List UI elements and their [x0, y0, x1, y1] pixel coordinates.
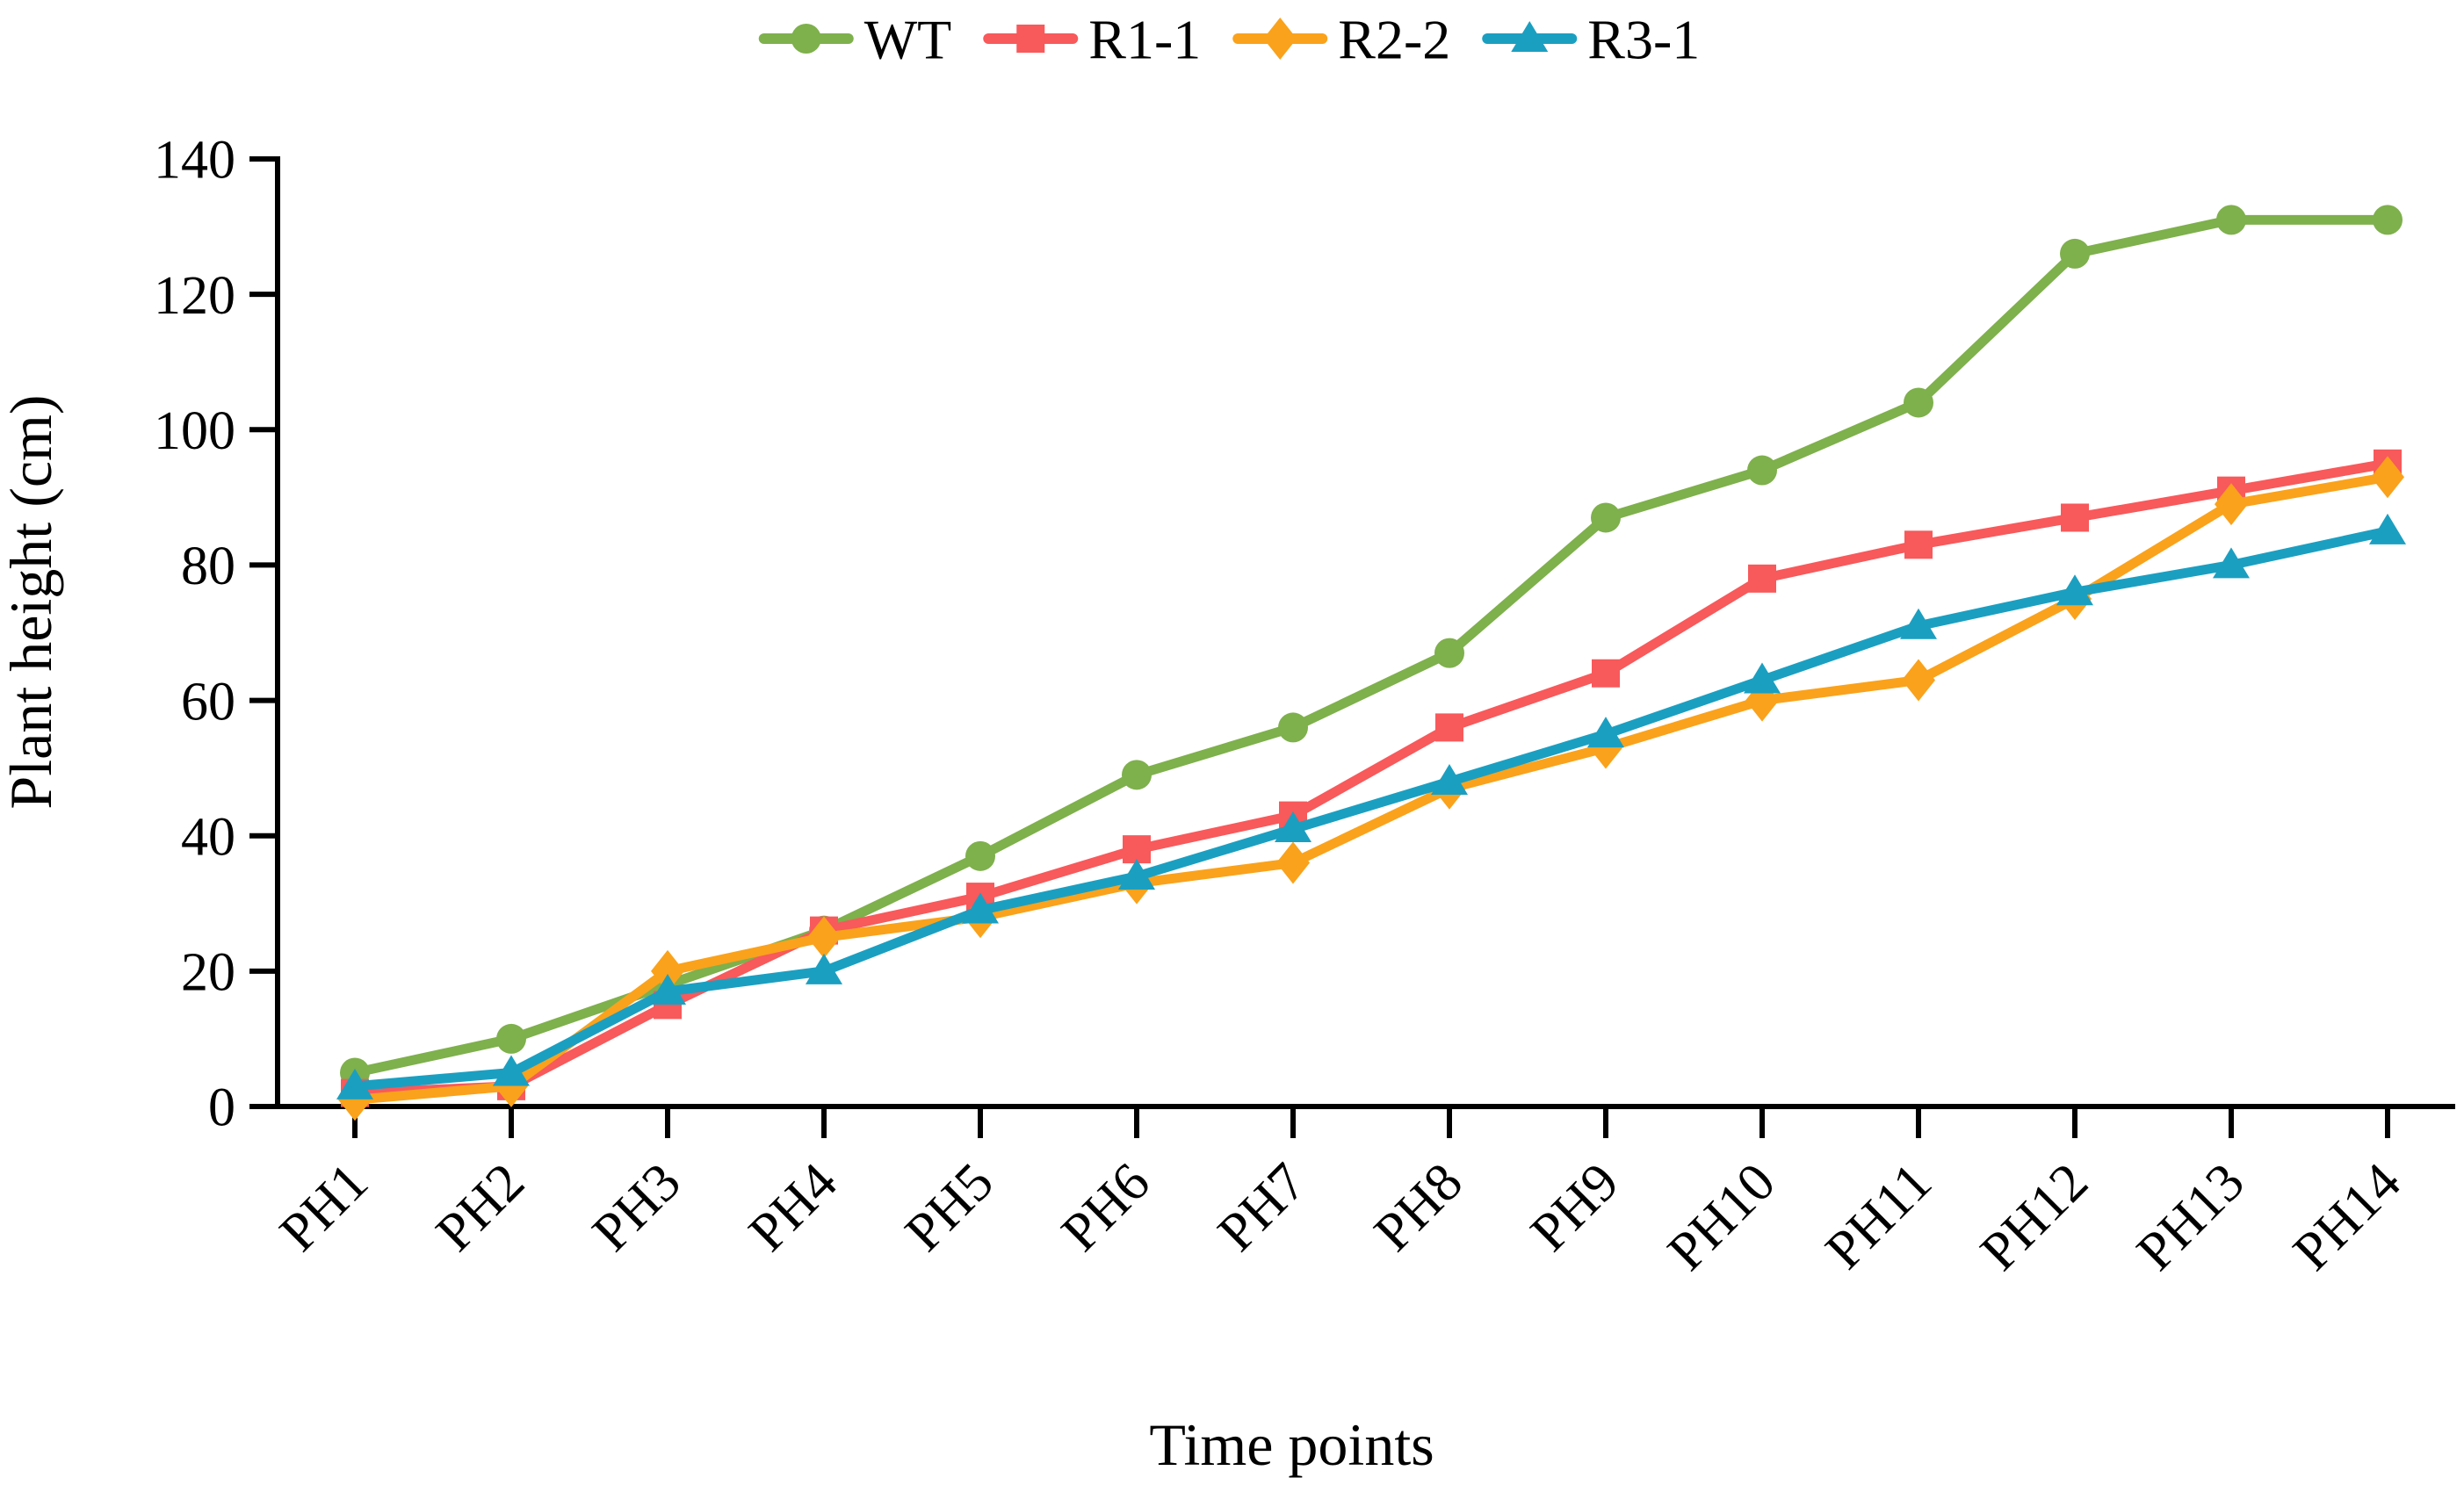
y-tick-label-20: 20	[181, 943, 235, 1003]
series-r3-1-point-PH11	[1900, 608, 1937, 639]
series-r3-1-point-PH10	[1744, 662, 1781, 694]
y-tick-label-140: 140	[154, 131, 235, 191]
series-r3-1-point-PH2	[493, 1055, 530, 1086]
legend-square-icon	[1016, 25, 1045, 53]
legend-diamond-icon	[1263, 18, 1297, 60]
legend-label-wt: WT	[864, 8, 952, 70]
series-r3-1-line	[350, 526, 2393, 1092]
legend: WT R1-1 R2-2 R3-1	[758, 8, 1700, 70]
series-r3-1	[336, 513, 2406, 1099]
series-r3-1-point-PH5	[962, 892, 999, 924]
y-tick-label-60: 60	[181, 672, 235, 732]
series-r2-2-point-PH13	[2215, 483, 2248, 526]
legend-item-wt: WT	[758, 8, 952, 70]
series-wt-point-PH12	[2060, 238, 2090, 269]
series-wt-point-PH13	[2216, 205, 2246, 235]
series-r2-2-line	[350, 472, 2393, 1105]
y-tick-label-100: 100	[154, 401, 235, 461]
legend-circle-icon	[791, 24, 821, 54]
series-r3-1-point-PH9	[1587, 717, 1624, 748]
series-wt-point-PH7	[1278, 712, 1308, 743]
legend-item-r1-1: R1-1	[983, 8, 1201, 70]
series-wt-point-PH11	[1904, 387, 1933, 418]
series-r1-1-point-PH9	[1592, 659, 1620, 688]
series-wt-point-PH5	[965, 840, 995, 871]
series-r3-1-point-PH8	[1431, 764, 1468, 796]
y-tick-label-0: 0	[208, 1078, 235, 1138]
series-wt-point-PH9	[1591, 502, 1621, 533]
series-wt	[340, 205, 2403, 1088]
series-r3-1-point-PH4	[806, 953, 842, 984]
y-axis-title: Plant height (cm)	[0, 394, 64, 809]
series-wt-point-PH8	[1434, 638, 1464, 668]
y-tick-label-40: 40	[181, 807, 235, 867]
series-wt-point-PH2	[496, 1023, 526, 1054]
series-r3-1-point-PH6	[1118, 858, 1155, 890]
y-tick-label-80: 80	[181, 537, 235, 596]
series-r2-2-point-PH14	[2371, 456, 2404, 499]
series-wt-point-PH6	[1122, 760, 1152, 790]
y-axis: 0 20 40 60 80 100 120 140	[154, 131, 278, 1138]
series-r1-1-point-PH11	[1904, 530, 1933, 559]
series-r1-1-point-PH8	[1435, 713, 1463, 742]
legend-label-r2-2: R2-2	[1338, 8, 1450, 70]
x-axis-title: Time points	[1149, 1411, 1434, 1478]
series-r1-1-point-PH12	[2061, 503, 2089, 532]
series-r2-2-point-PH7	[1276, 841, 1310, 884]
legend-triangle-icon	[1511, 21, 1549, 52]
series-r2-2-point-PH3	[651, 949, 684, 992]
series-r1-1-point-PH10	[1748, 564, 1776, 593]
legend-label-r1-1: R1-1	[1088, 8, 1201, 70]
series-r3-1-point-PH14	[2369, 513, 2406, 544]
legend-item-r2-2: R2-2	[1232, 8, 1450, 70]
series-r2-2	[338, 456, 2404, 1121]
series-r3-1-point-PH3	[649, 973, 686, 1005]
legend-label-r3-1: R3-1	[1587, 8, 1700, 70]
series-r3-1-point-PH7	[1275, 811, 1311, 843]
series-r2-2-point-PH4	[807, 916, 841, 959]
y-tick-label-120: 120	[154, 266, 235, 326]
series-r1-1-point-PH6	[1123, 835, 1151, 864]
series-r2-2-point-PH11	[1902, 659, 1935, 702]
legend-item-r3-1: R3-1	[1482, 8, 1700, 70]
series-wt-point-PH10	[1747, 455, 1777, 486]
series-r3-1-point-PH13	[2213, 547, 2250, 579]
series-r3-1-point-PH1	[336, 1068, 373, 1099]
series-wt-line	[350, 214, 2393, 1078]
series-wt-point-PH14	[2373, 205, 2403, 235]
series-r3-1-point-PH12	[2056, 574, 2093, 606]
